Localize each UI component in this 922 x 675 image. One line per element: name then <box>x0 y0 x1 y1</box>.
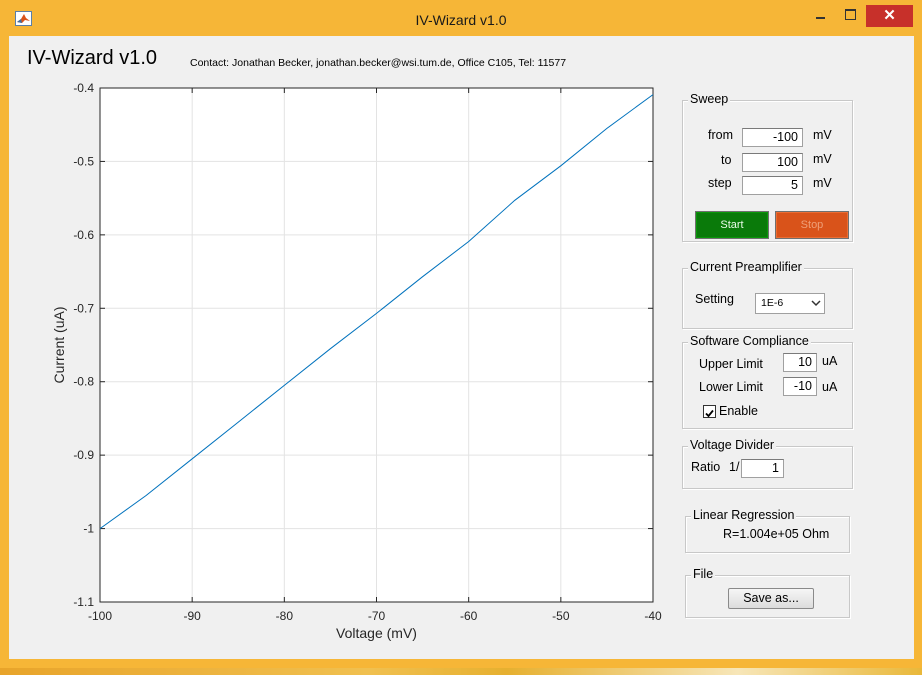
gain-setting-value: 1E-6 <box>761 297 784 309</box>
matlab-app-icon[interactable] <box>15 11 32 26</box>
file-panel: File Save as... <box>685 567 850 618</box>
from-input[interactable]: -100 <box>742 128 803 147</box>
x-tick-label: -70 <box>368 609 386 623</box>
chevron-down-icon <box>808 294 824 313</box>
iv-curve-line <box>99 94 654 530</box>
linear-regression-panel-title: Linear Regression <box>691 508 797 522</box>
file-panel-title: File <box>691 567 716 581</box>
from-label: from <box>708 128 733 142</box>
preamp-panel-title: Current Preamplifier <box>688 260 804 274</box>
x-tick-label: -100 <box>88 609 112 623</box>
figure-client-area: IV-Wizard v1.0 Contact: Jonathan Becker,… <box>9 36 914 659</box>
y-tick-label: -0.8 <box>73 375 94 389</box>
app-title: IV-Wizard v1.0 <box>27 47 158 69</box>
setting-label: Setting <box>695 292 734 306</box>
close-button[interactable]: ✕ <box>866 5 913 27</box>
sweep-panel-title: Sweep <box>688 92 731 106</box>
y-tick-label: -1 <box>83 522 94 536</box>
step-label: step <box>708 176 732 190</box>
x-tick-label: -60 <box>460 609 478 623</box>
y-tick-label: -1.1 <box>73 595 94 609</box>
lower-limit-label: Lower Limit <box>699 380 763 394</box>
iv-plot[interactable]: -100 -90 -80 -70 -60 -50 -40 -0.4 -0.5 -0.6 -0.7 -0… <box>51 81 662 641</box>
save-as-button[interactable]: Save as... <box>728 588 814 609</box>
to-label: to <box>721 153 732 167</box>
ratio-input[interactable]: 1 <box>741 459 784 478</box>
close-icon: ✕ <box>883 7 896 24</box>
upper-limit-unit: uA <box>822 354 838 368</box>
linear-regression-panel: Linear Regression R=1.004e+05 Ohm <box>685 508 850 553</box>
x-tick-label: -80 <box>276 609 294 623</box>
to-input[interactable]: 100 <box>742 153 803 172</box>
y-tick-label: -0.5 <box>73 154 94 168</box>
lower-limit-unit: uA <box>822 380 838 394</box>
x-tick-label: -40 <box>644 609 662 623</box>
from-unit: mV <box>813 128 832 142</box>
compliance-panel-title: Software Compliance <box>688 334 811 348</box>
iv-plot-svg: -100 -90 -80 -70 -60 -50 -40 -0.4 -0.5 -0.6 -0.7 -0… <box>51 81 662 641</box>
gain-setting-dropdown[interactable]: 1E-6 <box>755 293 825 314</box>
y-tick-label: -0.4 <box>73 81 94 95</box>
lower-limit-input[interactable]: -10 <box>783 377 817 396</box>
voltage-divider-panel-title: Voltage Divider <box>688 438 777 452</box>
stop-button[interactable]: Stop <box>775 211 849 239</box>
sweep-panel: Sweep from -100 mV to 100 mV step 5 mV S… <box>682 92 853 242</box>
to-unit: mV <box>813 152 832 166</box>
y-axis-title: Current (uA) <box>51 306 67 383</box>
contact-info: Contact: Jonathan Becker, jonathan.becke… <box>190 57 567 69</box>
enable-label[interactable]: Enable <box>719 404 758 418</box>
step-input[interactable]: 5 <box>742 176 803 195</box>
voltage-divider-panel: Voltage Divider Ratio 1/ 1 <box>682 438 853 489</box>
minimize-button[interactable] <box>806 4 834 26</box>
x-tick-label: -50 <box>552 609 570 623</box>
checkmark-icon <box>705 409 714 418</box>
x-axis-title: Voltage (mV) <box>336 625 417 641</box>
preamp-panel: Current Preamplifier Setting 1E-6 <box>682 260 853 329</box>
enable-checkbox[interactable] <box>703 405 716 418</box>
window-title: IV-Wizard v1.0 <box>415 12 507 28</box>
y-tick-label: -0.7 <box>73 301 94 315</box>
step-unit: mV <box>813 176 832 190</box>
upper-limit-label: Upper Limit <box>699 357 763 371</box>
y-tick-label: -0.6 <box>73 228 94 242</box>
regression-result: R=1.004e+05 Ohm <box>723 527 830 541</box>
start-button[interactable]: Start <box>695 211 769 239</box>
x-tick-label: -90 <box>183 609 201 623</box>
compliance-panel: Software Compliance Upper Limit 10 uA Lo… <box>682 334 853 429</box>
maximize-button[interactable] <box>836 4 864 26</box>
ratio-label: Ratio <box>691 460 721 474</box>
ratio-prefix: 1/ <box>729 460 740 474</box>
y-tick-label: -0.9 <box>73 448 94 462</box>
title-bar[interactable]: IV-Wizard v1.0 ✕ <box>0 0 922 36</box>
upper-limit-input[interactable]: 10 <box>783 353 817 372</box>
